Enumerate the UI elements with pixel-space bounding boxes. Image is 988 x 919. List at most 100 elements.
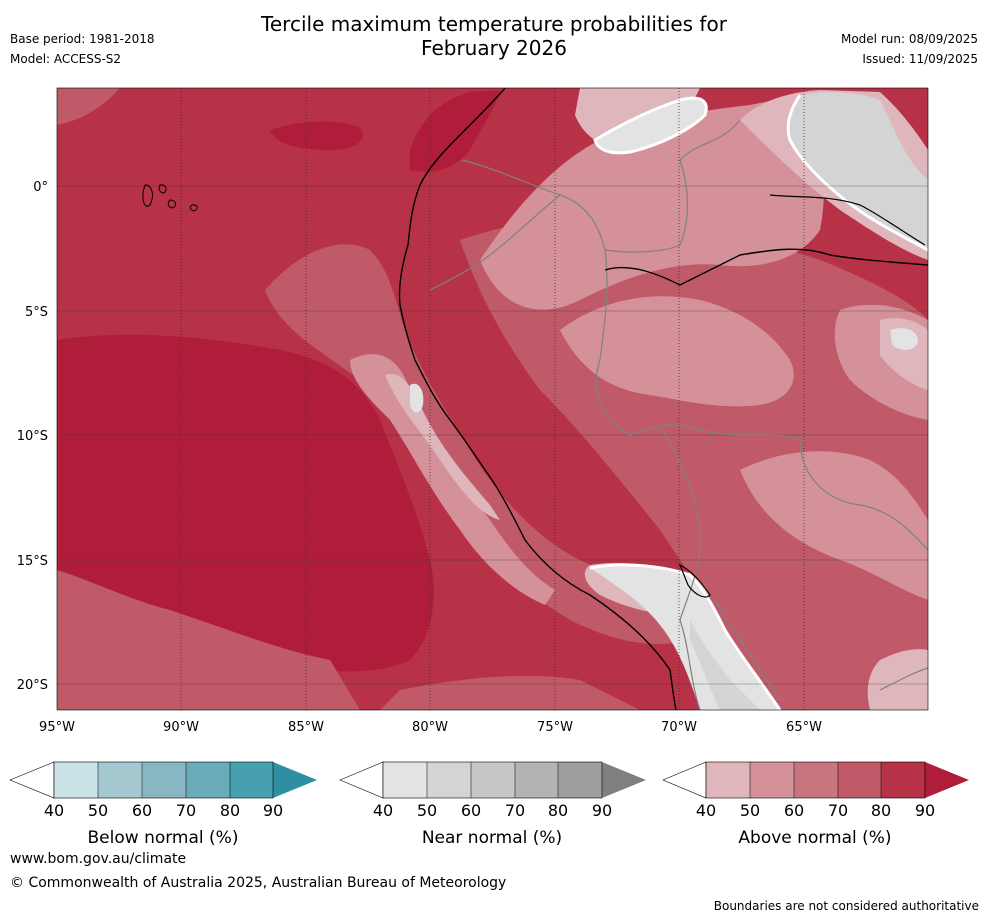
lat-label: 5°S [25,305,48,320]
tick: 40 [44,801,64,820]
near-normal-coast-spot [410,383,424,413]
tick: 60 [784,801,804,820]
latitude-labels: 0° 5°S 10°S 15°S 20°S [17,180,48,693]
longitude-labels: 95°W 90°W 85°W 80°W 75°W 70°W 65°W [39,720,822,735]
tick: 70 [176,801,196,820]
fill-60-70-southwest [380,675,640,710]
footer-note: Boundaries are not considered authoritat… [713,899,979,913]
colorbar-above-arrow-right [925,762,969,798]
coastline-amazon [604,248,928,286]
lon-label: 85°W [288,720,324,735]
fill-80-90-northeast [410,90,500,172]
colorbar-near-arrow-right [602,762,646,798]
latitude-lines [57,185,928,685]
colorbar-below-swatch [142,762,186,798]
lat-label: 20°S [17,678,48,693]
coastline-rio-negro [769,194,926,246]
colorbar-near-swatch [471,762,515,798]
near-normal-east-spot [890,328,918,350]
footer-copyright: © Commonwealth of Australia 2025, Austra… [10,875,507,891]
galapagos-islands [142,184,198,212]
near-normal-south-inner [690,620,760,710]
title-line-2: February 2026 [421,36,567,60]
colorbar-near-swatch [515,762,558,798]
tick: 60 [132,801,152,820]
colorbar-label: Near normal (%) [422,828,562,848]
near-normal-north [595,98,707,153]
issued-text: Issued: 11/09/2025 [862,52,978,66]
colorbar-label: Above normal (%) [738,828,891,848]
colorbar-above-swatch [750,762,794,798]
tick: 90 [592,801,612,820]
tick: 40 [696,801,716,820]
colorbar-below-swatch [54,762,98,798]
colorbar-above-swatch [838,762,881,798]
colorbar-above-swatch [794,762,838,798]
lon-label: 75°W [537,720,573,735]
colorbar-near-swatch [558,762,602,798]
fill-60-70-band [265,244,690,644]
colorbar-below-swatch [186,762,230,798]
fill-50-60-southeast [740,451,928,600]
near-normal-outline-south [589,563,782,710]
colorbar-near-swatch [427,762,471,798]
lon-label: 70°W [661,720,697,735]
lon-label: 90°W [163,720,199,735]
tick: 90 [263,801,283,820]
fill-80-90-top [270,121,364,150]
title-line-1: Tercile maximum temperature probabilitie… [261,12,727,36]
tick: 80 [220,801,240,820]
lon-label: 80°W [412,720,448,735]
meta-right: Model run: 08/09/2025 Issued: 11/09/2025 [841,29,978,69]
lake-titicaca [678,563,711,598]
colorbar-below-arrow-left [9,761,55,799]
colorbar-above-swatch [881,762,925,798]
colorbar-above-arrow-left [662,761,707,799]
fill-80-90-ocean [57,334,434,672]
tick: 80 [871,801,891,820]
footer-url: www.bom.gov.au/climate [10,851,187,867]
chart-title: Tercile maximum temperature probabilitie… [0,12,988,60]
meta-left: Base period: 1981-2018 Model: ACCESS-S2 [10,29,155,69]
tick: 90 [915,801,935,820]
map-fill-layer [57,88,928,710]
colorbar-near-arrow-left [339,761,384,799]
colorbar-below-arrow-right [273,762,317,798]
colorbar-below-swatch [230,762,273,798]
model-text: Model: ACCESS-S2 [10,52,122,66]
tick: 50 [740,801,760,820]
colorbar-above: 40 50 60 70 80 90 Above normal (%) [662,761,969,848]
colorbar-label: Below normal (%) [88,828,239,848]
near-normal-ne [788,92,928,250]
near-normal-outline-ne [786,94,928,252]
tick: 50 [417,801,437,820]
colorbar-near-swatch [383,762,427,798]
tick: 70 [828,801,848,820]
base-period-text: Base period: 1981-2018 [10,32,155,46]
lon-label: 95°W [39,720,75,735]
lat-label: 10°S [17,429,48,444]
tick: 70 [505,801,525,820]
coastline [398,88,677,710]
tick: 60 [461,801,481,820]
model-run-text: Model run: 08/09/2025 [840,32,978,46]
fill-50-60-mid [560,296,794,407]
colorbar-below: 40 50 60 70 80 90 Below normal (%) [9,761,317,848]
tick: 50 [88,801,108,820]
fill-60-70-south [57,570,360,710]
fill-50-60-coastal [350,354,555,605]
map-frame [56,87,929,711]
lat-label: 15°S [17,554,48,569]
colorbar-above-swatch [706,762,750,798]
lat-label: 0° [33,180,48,195]
tick: 40 [373,801,393,820]
country-borders [429,119,928,710]
fill-60-70-coastal [57,88,120,125]
colorbar-below-swatch [98,762,142,798]
lon-label: 65°W [786,720,822,735]
fill-40-50-southeast [867,649,928,710]
near-normal-outline-north [593,96,708,155]
tick: 80 [548,801,568,820]
colorbar-near: 40 50 60 70 80 90 Near normal (%) [339,761,646,848]
